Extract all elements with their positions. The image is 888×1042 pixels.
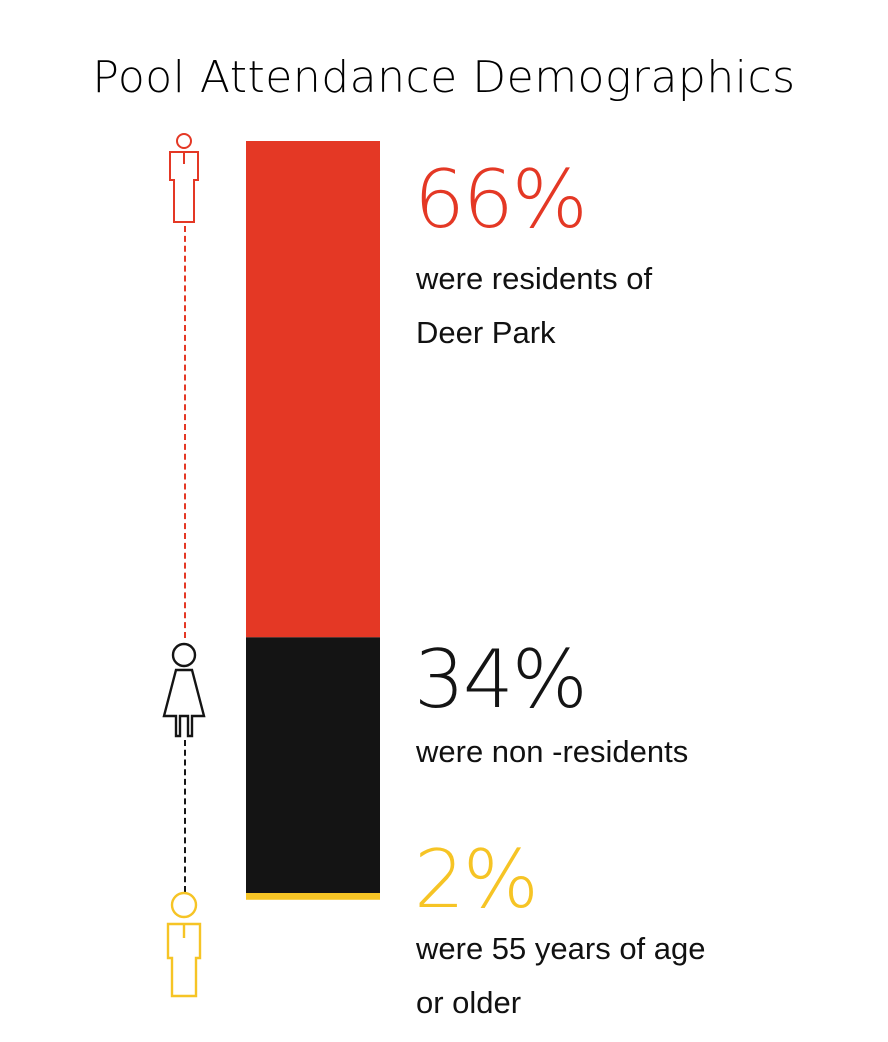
non-residents-connector-line [184,740,186,892]
residents-connector-line [184,226,186,638]
female-person-icon [162,642,206,738]
data-label-seniors: 2% [414,833,539,926]
description-residents-line-2: Deer Park [416,315,556,350]
bar-seniors [246,893,380,900]
bar-residents [246,141,380,638]
description-seniors-line-1: were 55 years of age [416,931,706,966]
bar-non-residents [246,637,380,893]
chart-title: Pool Attendance Demographics [92,52,796,103]
data-label-residents: 66% [414,153,588,246]
data-label-non-residents: 34% [414,633,588,726]
description-non-residents: were non -residents [416,725,688,779]
description-residents-line-1: were residents of [416,261,653,296]
description-residents: were residents of Deer Park [416,252,652,360]
male-person-icon [169,133,199,223]
description-seniors: were 55 years of age or older [416,922,706,1030]
description-seniors-line-2: or older [416,985,522,1020]
senior-person-icon [166,891,202,998]
description-non-residents-line-1: were non -residents [416,734,689,769]
